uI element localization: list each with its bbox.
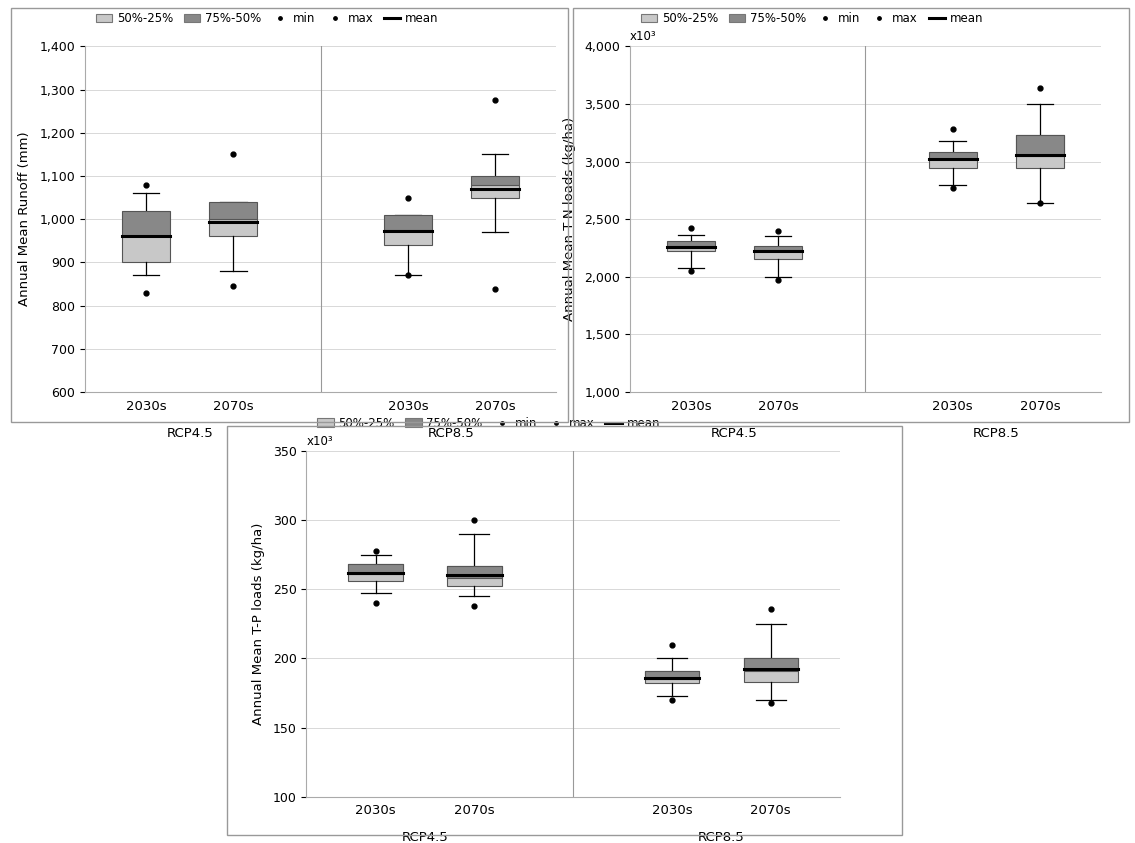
Bar (1016, 135, 1063, 156)
Bar (928, 153, 976, 159)
Legend: 50%-25%, 75%-50%, min, max, mean: 50%-25%, 75%-50%, min, max, mean (312, 412, 665, 434)
Text: RCP4.5: RCP4.5 (712, 427, 758, 439)
Bar (928, 159, 976, 169)
Text: RCP4.5: RCP4.5 (167, 427, 213, 439)
Bar (471, 176, 519, 185)
Bar (1016, 135, 1063, 169)
Text: x10³: x10³ (630, 30, 656, 43)
Text: RCP4.5: RCP4.5 (402, 831, 448, 843)
Bar (123, 236, 170, 262)
Bar (743, 658, 798, 671)
Bar (123, 211, 170, 236)
Bar (755, 251, 802, 259)
Bar (348, 564, 403, 581)
Bar (348, 564, 403, 574)
Bar (447, 566, 502, 587)
Y-axis label: Annual Mean Runoff (mm): Annual Mean Runoff (mm) (18, 132, 31, 307)
Bar (667, 246, 715, 251)
Bar (210, 201, 258, 219)
Legend: 50%-25%, 75%-50%, min, max, mean: 50%-25%, 75%-50%, min, max, mean (636, 8, 989, 30)
Bar (471, 185, 519, 197)
Text: x10³: x10³ (306, 434, 333, 448)
Legend: 50%-25%, 75%-50%, min, max, mean: 50%-25%, 75%-50%, min, max, mean (91, 8, 444, 30)
Y-axis label: Annual Mean T-N loads (kg/ha): Annual Mean T-N loads (kg/ha) (563, 117, 575, 321)
Y-axis label: Annual Mean T-P loads (kg/ha): Annual Mean T-P loads (kg/ha) (252, 523, 264, 725)
Bar (384, 230, 431, 245)
Bar (645, 671, 699, 684)
Text: RCP8.5: RCP8.5 (428, 427, 474, 439)
Bar (447, 566, 502, 578)
Bar (210, 219, 258, 236)
Text: RCP8.5: RCP8.5 (973, 427, 1019, 439)
Bar (743, 658, 798, 682)
Bar (384, 215, 431, 230)
Text: RCP8.5: RCP8.5 (698, 831, 745, 843)
Bar (645, 671, 699, 679)
Bar (667, 241, 715, 246)
Bar (755, 245, 802, 251)
